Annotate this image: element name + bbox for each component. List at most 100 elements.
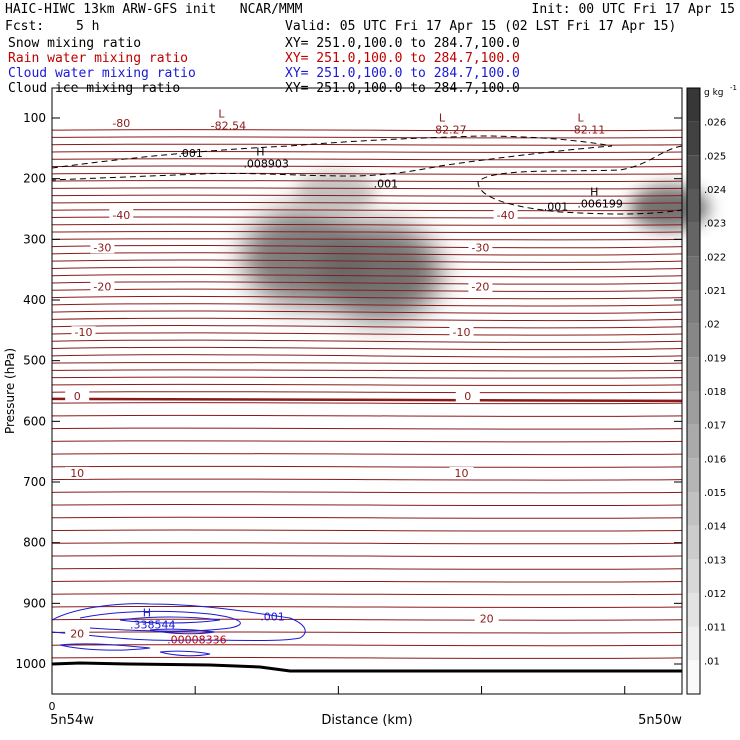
shade-region-1 bbox=[317, 224, 442, 321]
snow-contours bbox=[51, 135, 683, 215]
temp-contour-line bbox=[51, 216, 683, 219]
colorbar-bin bbox=[687, 323, 700, 358]
colorbar-tick-label: .021 bbox=[704, 286, 726, 297]
temp-contour-line bbox=[51, 165, 683, 168]
cloudwater-contour-4 bbox=[149, 628, 216, 635]
terrain-line bbox=[51, 661, 682, 673]
snow-contour-001 bbox=[51, 135, 613, 181]
colorbar-tick-label: .022 bbox=[704, 252, 726, 263]
temp-contour-line bbox=[51, 259, 683, 263]
temp-contour-line bbox=[51, 223, 683, 226]
temp-label-bg bbox=[90, 241, 115, 254]
temp-label-bg bbox=[109, 209, 134, 222]
colorbar-bin bbox=[687, 458, 700, 492]
temp-contour-line bbox=[51, 362, 683, 365]
colorbar-bin bbox=[687, 660, 700, 694]
contour-labels: -80-40 -40-30 -30-20 -20-10 -100 010 102020L-8… bbox=[65, 107, 623, 647]
extremum-value: .008903 bbox=[243, 158, 289, 171]
temp-contour-line bbox=[51, 383, 683, 387]
x-axis-label: Distance (km) bbox=[321, 713, 412, 728]
temp-contour-line bbox=[51, 230, 683, 234]
field-snow-name: Snow mixing ratio bbox=[8, 36, 142, 51]
colorbar-unit: g kg bbox=[704, 88, 724, 98]
temp-contour-line bbox=[51, 187, 683, 190]
field-rain-name: Rain water mixing ratio bbox=[8, 51, 189, 66]
temp-label-bg bbox=[468, 280, 493, 293]
temp-contour-line bbox=[51, 180, 683, 183]
temp-contour-line bbox=[51, 478, 683, 481]
y-tick-label: 700 bbox=[23, 475, 46, 489]
temp-contour-line bbox=[51, 281, 683, 285]
temp-label: -40 bbox=[497, 209, 515, 222]
temp-contour-line bbox=[51, 354, 683, 358]
cloudwater-contour-5 bbox=[59, 643, 151, 651]
temp-contour-line bbox=[51, 244, 683, 249]
temp-contour-line bbox=[51, 150, 683, 154]
temp-label-bg bbox=[90, 280, 115, 293]
colorbar-tick-label: .011 bbox=[704, 623, 726, 634]
temp-label: 10 bbox=[455, 467, 469, 480]
colorbar-bin bbox=[687, 391, 700, 425]
temp-contour-line bbox=[51, 567, 683, 570]
extremum-value: -82.27 bbox=[431, 124, 466, 137]
colorbar-tick-label: .017 bbox=[704, 421, 726, 432]
temp-contour-line bbox=[51, 339, 683, 343]
y-tick-label: 300 bbox=[23, 232, 46, 246]
colorbar-bin bbox=[687, 626, 700, 661]
temp-contour-line bbox=[51, 252, 683, 256]
x-end-label: 5n50w bbox=[638, 713, 682, 728]
temp-contour-line bbox=[51, 402, 683, 405]
temp-contour-line bbox=[51, 346, 683, 351]
temp-contour-line bbox=[51, 288, 683, 292]
y-tick-label: 200 bbox=[23, 172, 46, 186]
temp-label: -40 bbox=[112, 209, 130, 222]
temp-label-bg bbox=[449, 466, 474, 479]
temp-contour-line bbox=[51, 129, 683, 132]
temp-contour-line bbox=[51, 631, 683, 634]
x-zero-label: 0 bbox=[49, 700, 56, 713]
temp-label: 20 bbox=[480, 613, 494, 626]
header-fcst-label: Fcst: bbox=[5, 19, 45, 34]
temp-contour-line bbox=[51, 317, 683, 322]
colorbar-tick-label: .025 bbox=[704, 151, 726, 162]
y-tick-label: 500 bbox=[23, 354, 46, 368]
temp-contour-line bbox=[51, 644, 683, 647]
y-axis-label: Pressure (hPa) bbox=[3, 348, 17, 434]
temp-contour-line bbox=[51, 554, 683, 558]
header-init: Init: 00 UTC Fri 17 Apr 15 bbox=[531, 2, 736, 17]
colorbar-bin bbox=[687, 222, 700, 257]
plot-frame bbox=[51, 87, 683, 695]
extremum-value: .338544 bbox=[130, 619, 176, 632]
extremum-marker: H bbox=[143, 607, 151, 620]
temp-label-bg bbox=[493, 209, 518, 222]
temp-label-bg bbox=[65, 627, 90, 640]
extremum-value: -82.54 bbox=[211, 119, 246, 132]
temp-contour-line bbox=[51, 303, 683, 307]
y-tick-label: 900 bbox=[23, 596, 46, 610]
colorbar-tick-label: .014 bbox=[704, 522, 726, 533]
temp-label-bg bbox=[455, 389, 480, 402]
cloudwater-contour-6 bbox=[159, 650, 211, 657]
temp-label: -30 bbox=[471, 241, 489, 254]
temp-contour-line bbox=[51, 136, 683, 139]
extremum-marker: H bbox=[590, 186, 598, 199]
colorbar-tick-label: .023 bbox=[704, 219, 726, 230]
temp-contour-line bbox=[51, 453, 683, 456]
colorbar-tick-label: .018 bbox=[704, 387, 726, 398]
temp-label: 0 bbox=[464, 390, 471, 403]
colorbar-bin bbox=[687, 290, 700, 324]
temp-contour-line bbox=[51, 332, 683, 336]
temp-contour-line bbox=[51, 201, 683, 205]
contour-value-label: .001 bbox=[544, 201, 569, 214]
temp-contour-line bbox=[51, 491, 683, 494]
temp-label: -20 bbox=[93, 281, 111, 294]
temp-contour-line bbox=[51, 605, 683, 609]
extremum-marker: L bbox=[439, 112, 446, 125]
colorbar-tick-label: .013 bbox=[704, 555, 726, 566]
temp-contour-line bbox=[51, 376, 683, 379]
colorbar-bin bbox=[687, 357, 700, 391]
temp-label-bg bbox=[65, 389, 90, 402]
cloudwater-contour-outer bbox=[51, 603, 306, 641]
temp-label: 0 bbox=[74, 390, 81, 403]
